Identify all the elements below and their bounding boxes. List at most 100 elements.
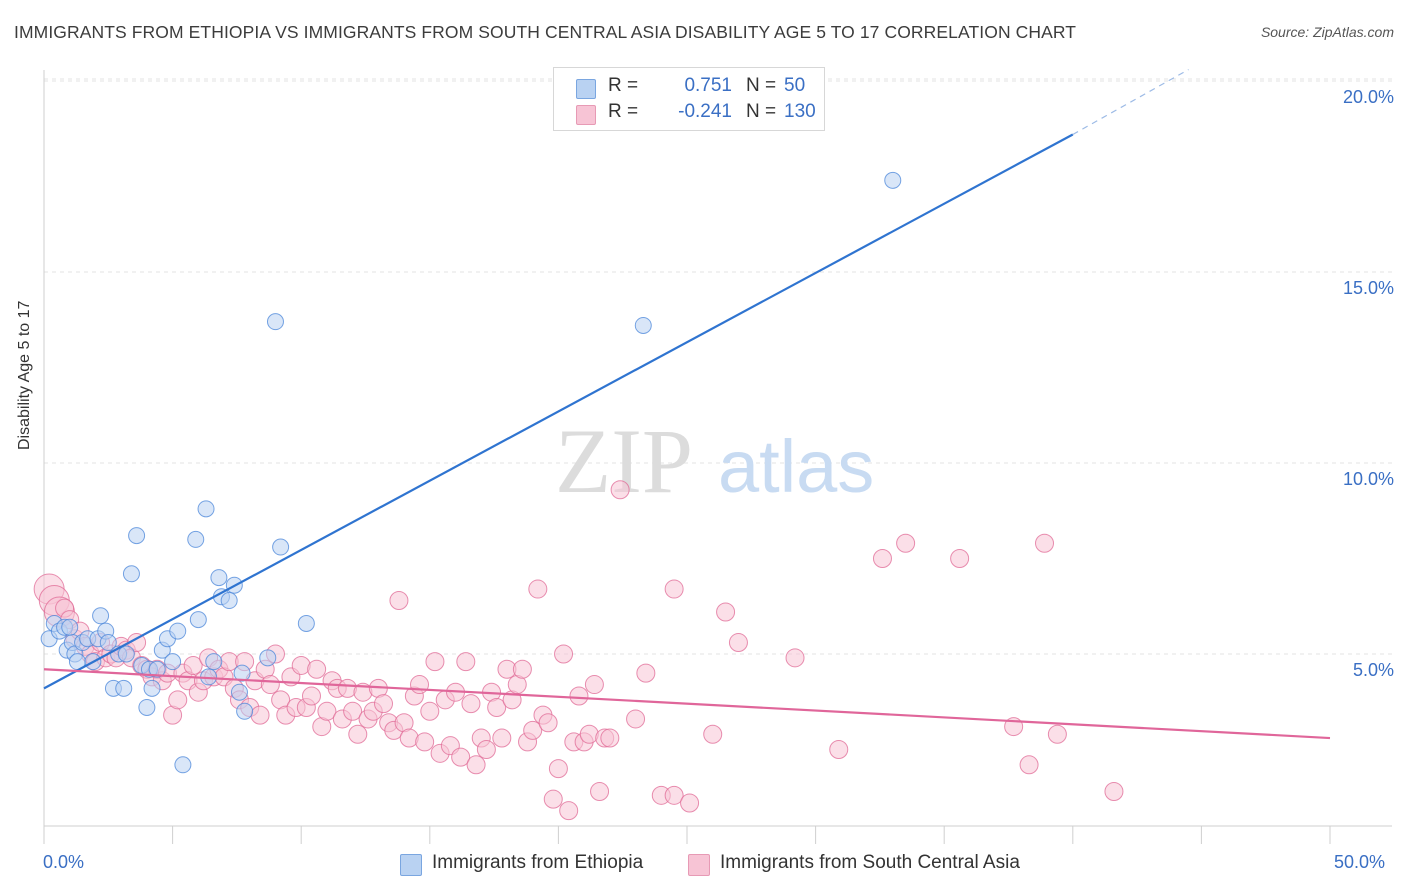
point-south-central-asia <box>584 675 604 695</box>
point-south-central-asia <box>317 701 337 721</box>
point-south-central-asia <box>1019 755 1039 775</box>
point-south-central-asia <box>610 480 630 500</box>
point-south-central-asia <box>528 579 548 599</box>
point-ethiopia <box>197 500 215 518</box>
point-ethiopia <box>272 538 290 556</box>
point-ethiopia <box>117 645 135 663</box>
y-tick-label: 5.0% <box>1352 660 1394 680</box>
r-value-ethiopia: 0.751 <box>684 75 732 96</box>
point-south-central-asia <box>1047 724 1067 744</box>
point-ethiopia <box>189 611 207 629</box>
chart-source: Source: ZipAtlas.com <box>1260 24 1394 40</box>
point-south-central-asia <box>425 652 445 672</box>
n-value-south-central-asia: 130 <box>784 101 816 122</box>
point-south-central-asia <box>559 801 579 821</box>
point-south-central-asia <box>168 690 188 710</box>
point-ethiopia <box>138 698 156 716</box>
point-ethiopia <box>128 527 146 545</box>
point-ethiopia <box>266 313 284 331</box>
point-south-central-asia <box>1104 782 1124 802</box>
point-south-central-asia <box>785 648 805 668</box>
legend-label-ethiopia: Immigrants from Ethiopia <box>432 852 644 873</box>
point-ethiopia <box>884 171 902 189</box>
point-south-central-asia <box>487 697 507 717</box>
point-south-central-asia <box>374 694 394 714</box>
point-ethiopia <box>99 634 117 652</box>
grid-lines <box>44 78 1392 655</box>
point-south-central-asia <box>456 652 476 672</box>
legend-swatch-south-central-asia <box>688 854 710 876</box>
point-south-central-asia <box>703 724 723 744</box>
point-south-central-asia <box>420 701 440 721</box>
point-south-central-asia <box>348 724 368 744</box>
point-south-central-asia <box>250 705 270 725</box>
r-label: R = <box>608 101 639 122</box>
point-south-central-asia <box>716 602 736 622</box>
legend-swatch-ethiopia <box>400 854 422 876</box>
r-value-south-central-asia: -0.241 <box>678 101 732 122</box>
point-south-central-asia <box>548 759 568 779</box>
point-south-central-asia <box>301 686 321 706</box>
x-tick-label-max: 50.0% <box>1334 852 1386 872</box>
point-south-central-asia <box>415 732 435 752</box>
point-south-central-asia <box>626 709 646 729</box>
point-south-central-asia <box>829 740 849 759</box>
trend-line-ethiopia <box>43 133 1074 690</box>
point-south-central-asia <box>389 591 409 611</box>
point-ethiopia <box>143 679 161 697</box>
point-south-central-asia <box>554 644 574 664</box>
chart-title: IMMIGRANTS FROM ETHIOPIA VS IMMIGRANTS F… <box>14 22 1077 42</box>
trend-line-south-central-asia <box>43 668 1331 740</box>
point-south-central-asia <box>410 675 430 695</box>
point-ethiopia <box>205 653 223 671</box>
point-ethiopia <box>115 679 133 697</box>
legend-swatch-ethiopia <box>576 79 596 99</box>
r-label: R = <box>608 75 639 96</box>
point-ethiopia <box>230 683 248 701</box>
point-south-central-asia <box>600 728 620 748</box>
point-south-central-asia <box>476 740 496 759</box>
point-ethiopia <box>169 622 187 640</box>
point-south-central-asia <box>896 533 916 553</box>
point-ethiopia <box>233 664 251 682</box>
legend-label-south-central-asia: Immigrants from South Central Asia <box>720 852 1020 873</box>
point-ethiopia <box>634 316 652 334</box>
point-south-central-asia <box>492 728 512 748</box>
point-south-central-asia <box>590 782 610 802</box>
point-south-central-asia <box>569 686 589 706</box>
point-ethiopia <box>297 614 315 632</box>
point-south-central-asia <box>183 655 203 675</box>
point-south-central-asia <box>260 675 280 695</box>
watermark-atlas: atlas <box>718 425 874 508</box>
y-tick-label: 15.0% <box>1342 278 1394 298</box>
point-ethiopia <box>236 702 254 720</box>
point-south-central-asia <box>343 701 363 721</box>
point-south-central-asia <box>466 755 486 775</box>
y-tick-label: 10.0% <box>1342 469 1394 489</box>
point-ethiopia <box>259 649 277 667</box>
series-ethiopia-points <box>40 171 902 774</box>
point-ethiopia <box>122 565 140 583</box>
trend-line-ethiopia-extension <box>1072 69 1189 136</box>
point-ethiopia <box>164 653 182 671</box>
point-south-central-asia <box>1035 533 1055 553</box>
y-axis-label: Disability Age 5 to 17 <box>16 300 33 450</box>
point-south-central-asia <box>523 720 543 740</box>
legend-swatch-south-central-asia <box>576 105 596 125</box>
point-ethiopia <box>148 660 166 678</box>
y-tick-label: 20.0% <box>1342 87 1394 107</box>
point-south-central-asia <box>680 793 700 813</box>
x-tick-label-min: 0.0% <box>43 852 85 872</box>
point-south-central-asia <box>872 549 892 568</box>
point-south-central-asia <box>636 663 656 683</box>
point-south-central-asia <box>512 659 532 679</box>
n-label: N = <box>746 75 777 96</box>
point-south-central-asia <box>728 633 748 653</box>
point-south-central-asia <box>543 789 563 809</box>
correlation-legend: R = 0.751 N = 50 R = -0.241 N = 130 <box>553 67 825 131</box>
point-ethiopia <box>61 618 79 636</box>
axes <box>43 70 1392 844</box>
n-label: N = <box>746 101 777 122</box>
trend-lines <box>43 69 1331 740</box>
